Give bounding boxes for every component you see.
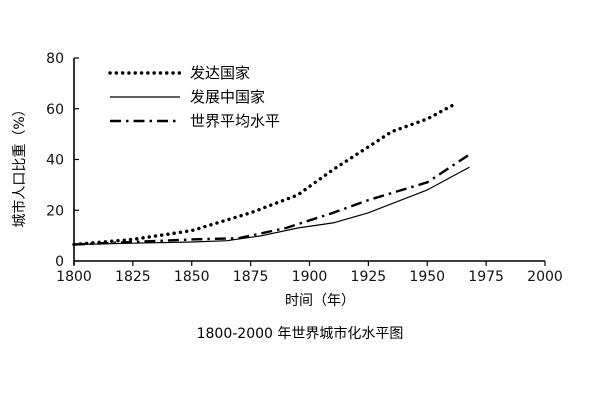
x-tick-label: 1800 — [56, 269, 92, 285]
y-tick-label: 0 — [55, 254, 64, 270]
tick-labels: 1800 1825 1850 1875 1900 1925 1950 1975 2000 0 20 4… — [46, 51, 563, 285]
x-tick-label: 1900 — [292, 269, 328, 285]
x-tick-label: 1975 — [468, 269, 504, 285]
x-tick-label: 1875 — [233, 269, 269, 285]
legend-label: 世界平均水平 — [190, 112, 280, 130]
y-tick-label: 80 — [46, 51, 64, 67]
x-tick-label: 1925 — [351, 269, 387, 285]
y-tick-label: 20 — [46, 203, 64, 219]
axes — [73, 57, 546, 266]
series-line-solid — [73, 166, 470, 246]
x-tick-label: 1825 — [115, 269, 151, 285]
chart-caption: 1800-2000 年世界城市化水平图 — [197, 325, 404, 342]
y-tick-label: 40 — [46, 153, 64, 169]
x-axis-title: 时间（年） — [285, 293, 355, 309]
y-tick-label: 60 — [46, 102, 64, 118]
legend-label: 发达国家 — [190, 64, 250, 82]
x-tick-label: 2000 — [527, 269, 563, 285]
legend-label: 发展中国家 — [190, 88, 265, 106]
x-tick-label: 1950 — [409, 269, 445, 285]
y-axis-title: 城市人口比重（%） — [11, 102, 28, 227]
series-line-dotted — [72, 101, 458, 247]
series-lines — [72, 101, 471, 247]
x-tick-label: 1850 — [174, 269, 210, 285]
series-line-dash-dot — [73, 153, 471, 246]
